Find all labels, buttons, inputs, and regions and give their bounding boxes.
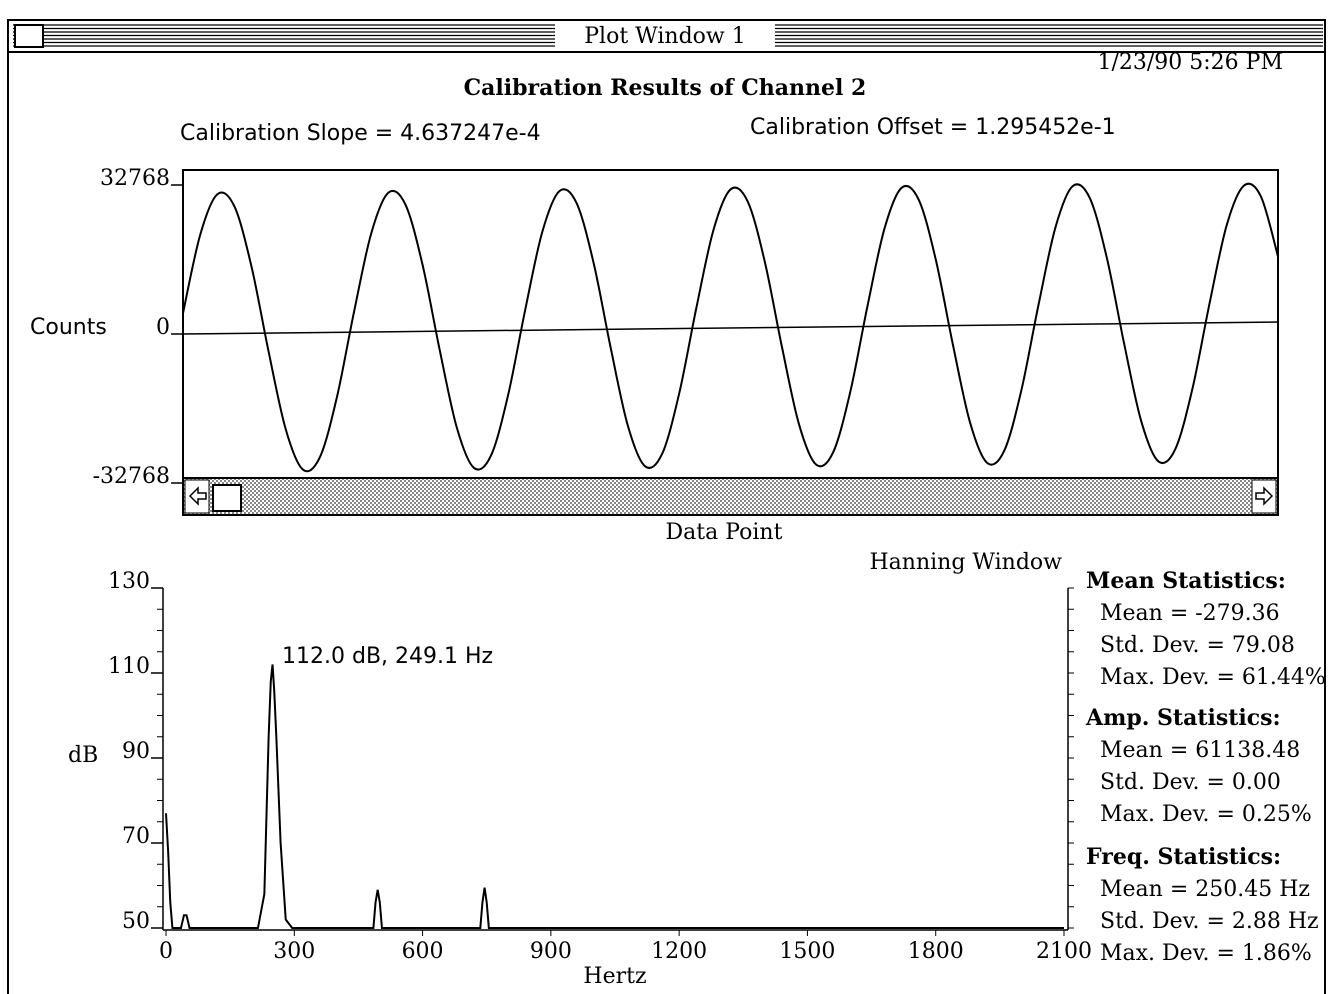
stats-heading: Amp. Statistics:	[1085, 705, 1281, 731]
stats-heading: Mean Statistics:	[1086, 568, 1286, 594]
stats-line: Mean = 250.45 Hz	[1100, 877, 1310, 902]
stats-line: Mean = 61138.48	[1100, 738, 1300, 763]
stats-line: Std. Dev. = 0.00	[1100, 770, 1281, 795]
data-line	[182, 182, 1279, 473]
x-axis-label: Hertz	[583, 964, 646, 989]
scrollbar[interactable]	[182, 477, 1279, 516]
x-tick-label: 1200	[651, 939, 707, 964]
annotation: 112.0 dB, 249.1 Hz	[282, 644, 493, 669]
y-tick-label: 50	[122, 909, 150, 934]
stats-line: Mean = -279.36	[1100, 601, 1280, 626]
annotation: Calibration Offset = 1.295452e-1	[750, 115, 1116, 140]
annotation: Calibration Slope = 4.637247e-4	[180, 121, 541, 146]
y-axis-label: dB	[68, 743, 98, 768]
stats-line: Std. Dev. = 79.08	[1100, 633, 1295, 658]
x-tick-label: 2100	[1036, 939, 1092, 964]
x-tick-label: 600	[402, 939, 444, 964]
y-tick-label: 0	[156, 315, 170, 340]
statistics-panel: Mean Statistics: Mean = -279.36 Std. Dev. …	[1085, 568, 1326, 966]
data-line	[165, 664, 1064, 929]
close-box[interactable]	[14, 24, 44, 48]
y-tick-label: 32768	[100, 166, 170, 191]
stats-line: Std. Dev. = 2.88 Hz	[1100, 909, 1319, 934]
window-title: Plot Window 1	[584, 24, 746, 49]
x-tick-label: 900	[530, 939, 572, 964]
y-tick-label: 110	[108, 654, 150, 679]
stripe-gap	[10, 22, 13, 50]
stats-line: Max. Dev. = 1.86%	[1100, 941, 1312, 966]
title-bar: Plot Window 1	[8, 22, 1325, 53]
stats-line: Max. Dev. = 0.25%	[1100, 802, 1312, 827]
timestamp: 1/23/90 5:26 PM	[1097, 50, 1283, 75]
y-tick-label: 70	[122, 824, 150, 849]
zero-line	[182, 321, 1279, 335]
y-tick-label: 90	[122, 739, 150, 764]
chart-title: Hanning Window	[869, 550, 1062, 575]
y-axis-label: Counts	[30, 315, 107, 340]
stats-line: Max. Dev. = 61.44%	[1100, 665, 1326, 690]
y-tick-label: -32768	[93, 464, 170, 489]
x-axis-label: Data Point	[666, 520, 783, 545]
x-tick-label: 1500	[779, 939, 835, 964]
chart-title: Calibration Results of Channel 2	[464, 75, 867, 101]
stats-heading: Freq. Statistics:	[1086, 844, 1281, 870]
y-tick-label: 130	[108, 569, 150, 594]
x-tick-label: 300	[273, 939, 315, 964]
x-tick-label: 0	[159, 939, 173, 964]
x-tick-label: 1800	[908, 939, 964, 964]
